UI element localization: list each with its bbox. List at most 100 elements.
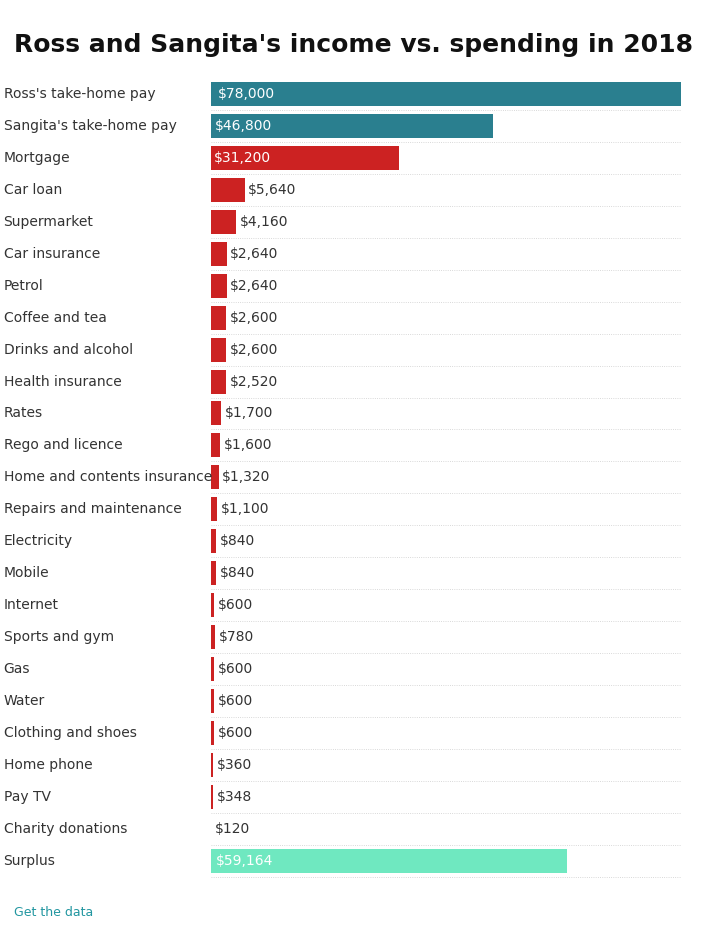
Bar — [211, 370, 226, 393]
Bar — [211, 366, 681, 398]
Bar — [211, 273, 227, 298]
Bar — [211, 529, 216, 553]
Text: Ross and Sangita's income vs. spending in 2018: Ross and Sangita's income vs. spending i… — [14, 33, 693, 57]
Text: $780: $780 — [219, 630, 254, 644]
Text: Home and contents insurance: Home and contents insurance — [4, 471, 212, 484]
Bar — [211, 461, 681, 493]
Bar — [211, 110, 681, 142]
Text: Car insurance: Car insurance — [4, 247, 100, 261]
Text: Health insurance: Health insurance — [4, 374, 121, 388]
Bar — [211, 625, 216, 649]
Text: $1,100: $1,100 — [221, 503, 270, 517]
Bar — [211, 206, 681, 238]
Text: Sports and gym: Sports and gym — [4, 630, 114, 644]
Text: $2,600: $2,600 — [230, 343, 279, 357]
Bar — [211, 721, 214, 745]
Text: $600: $600 — [218, 662, 253, 676]
Bar — [211, 593, 214, 617]
Text: $120: $120 — [215, 822, 251, 836]
Bar — [211, 465, 218, 490]
Bar — [211, 717, 681, 749]
Text: $840: $840 — [220, 534, 255, 548]
Text: Repairs and maintenance: Repairs and maintenance — [4, 503, 181, 517]
Text: Ross's take-home pay: Ross's take-home pay — [4, 87, 155, 101]
Bar — [211, 301, 681, 333]
Bar — [211, 114, 493, 138]
Bar — [211, 333, 681, 366]
Text: $600: $600 — [218, 598, 253, 612]
Bar — [211, 657, 214, 681]
Bar — [211, 525, 681, 557]
Bar — [211, 562, 216, 585]
Bar — [211, 493, 681, 525]
Text: $348: $348 — [216, 790, 252, 804]
Bar — [211, 146, 399, 170]
Text: Rego and licence: Rego and licence — [4, 438, 122, 452]
Text: Pay TV: Pay TV — [4, 790, 51, 804]
Text: $5,640: $5,640 — [249, 183, 297, 197]
Text: Petrol: Petrol — [4, 279, 44, 293]
Text: $600: $600 — [218, 726, 253, 739]
Text: Internet: Internet — [4, 598, 58, 612]
Bar — [211, 784, 213, 809]
Bar — [211, 812, 681, 844]
Bar — [211, 398, 681, 430]
Text: Surplus: Surplus — [4, 854, 55, 868]
Bar — [211, 433, 220, 458]
Bar — [211, 653, 681, 685]
Text: Coffee and tea: Coffee and tea — [4, 311, 107, 325]
Text: $1,700: $1,700 — [225, 406, 273, 420]
Bar — [211, 142, 681, 174]
Text: Get the data: Get the data — [14, 906, 93, 919]
Bar — [211, 557, 681, 589]
Text: Drinks and alcohol: Drinks and alcohol — [4, 343, 133, 357]
Bar — [211, 685, 681, 717]
Bar — [211, 589, 681, 622]
Text: $2,520: $2,520 — [230, 374, 278, 388]
Text: $840: $840 — [220, 566, 255, 580]
Bar — [211, 622, 681, 653]
Bar — [211, 402, 221, 426]
Bar — [211, 270, 681, 301]
Bar — [211, 753, 213, 777]
Text: $2,600: $2,600 — [230, 311, 279, 325]
Text: $78,000: $78,000 — [218, 87, 274, 101]
Text: $46,800: $46,800 — [215, 119, 272, 133]
Text: $360: $360 — [216, 758, 252, 772]
Text: $2,640: $2,640 — [230, 279, 279, 293]
Bar — [211, 749, 681, 781]
Text: $59,164: $59,164 — [216, 854, 273, 868]
Text: $4,160: $4,160 — [239, 215, 288, 228]
Text: $600: $600 — [218, 694, 253, 708]
Text: Clothing and shoes: Clothing and shoes — [4, 726, 136, 739]
Text: Charity donations: Charity donations — [4, 822, 127, 836]
Text: Car loan: Car loan — [4, 183, 62, 197]
Bar — [211, 210, 236, 234]
Bar — [211, 689, 214, 713]
Bar — [211, 178, 244, 202]
Text: Supermarket: Supermarket — [4, 215, 93, 228]
Text: Electricity: Electricity — [4, 534, 72, 548]
Text: $1,320: $1,320 — [223, 471, 271, 484]
Bar — [211, 82, 681, 106]
Bar — [211, 241, 227, 266]
Bar — [211, 174, 681, 206]
Text: $1,600: $1,600 — [224, 438, 272, 452]
Bar — [211, 430, 681, 461]
Text: Water: Water — [4, 694, 45, 708]
Bar — [211, 849, 567, 872]
Text: Gas: Gas — [4, 662, 30, 676]
Text: Mobile: Mobile — [4, 566, 49, 580]
Bar — [211, 338, 226, 361]
Bar — [211, 306, 226, 329]
Bar — [211, 238, 681, 270]
Text: $31,200: $31,200 — [213, 151, 270, 165]
Bar — [211, 844, 681, 877]
Text: $2,640: $2,640 — [230, 247, 279, 261]
Text: Mortgage: Mortgage — [4, 151, 70, 165]
Text: Home phone: Home phone — [4, 758, 92, 772]
Bar — [211, 497, 217, 521]
Text: Rates: Rates — [4, 406, 43, 420]
Bar — [211, 781, 681, 812]
Bar — [211, 78, 681, 110]
